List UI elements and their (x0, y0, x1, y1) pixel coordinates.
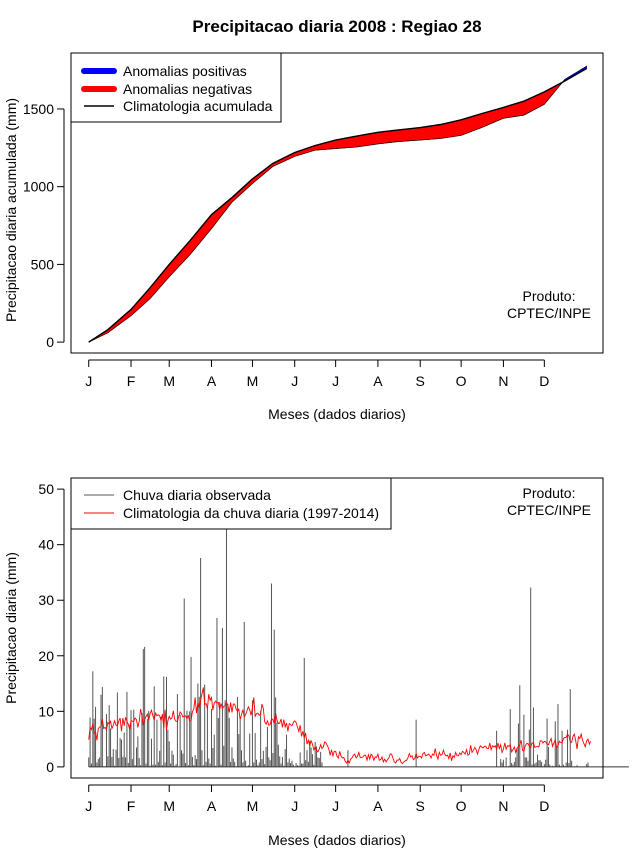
x-tick-label: A (207, 373, 217, 389)
daily-data-layer (88, 524, 629, 768)
x-tick-label: J (85, 373, 92, 389)
x-tick-label: A (207, 798, 217, 814)
x-tick-label: M (247, 373, 259, 389)
panel-accumulated: J F M A M J J A S O N D 0 500 1000 1500 Meses (dados di… (3, 52, 604, 422)
x-axis-label-accumulated: Meses (dados diarios) (268, 406, 406, 422)
panel-daily: J F M A M J J A S O N D 0 10 20 30 40 50 Meses (dados dia… (3, 477, 629, 848)
x-tick-label: O (456, 798, 467, 814)
x-tick-label: J (291, 798, 298, 814)
daily-climatology-line (88, 687, 592, 765)
x-tick-label: N (498, 798, 508, 814)
observed-accumulated-line (88, 65, 587, 343)
x-tick-label: A (373, 373, 383, 389)
legend-label-observed: Chuva diaria observada (123, 487, 271, 503)
y-tick-label: 0 (46, 334, 54, 350)
legend-label-climatology: Climatologia acumulada (123, 98, 273, 114)
x-tick-label: D (539, 798, 549, 814)
y-tick-label: 0 (46, 759, 54, 775)
credit-label-accumulated: Produto: (523, 288, 576, 304)
chart-title: Precipitacao diaria 2008 : Regiao 28 (192, 17, 481, 36)
legend-label-positive: Anomalias positivas (123, 63, 247, 79)
y-tick-label: 50 (38, 481, 54, 497)
x-tick-label: O (456, 373, 467, 389)
y-axis-label-daily: Precipitacao diaria (mm) (3, 552, 19, 704)
x-tick-label: S (416, 373, 425, 389)
x-tick-label: S (416, 798, 425, 814)
legend-box-daily (70, 477, 392, 530)
y-tick-label: 500 (31, 256, 55, 272)
credit-source-daily: CPTEC/INPE (507, 502, 591, 518)
x-axis-label-daily: Meses (dados diarios) (268, 832, 406, 848)
x-tick-label: M (247, 798, 259, 814)
x-tick-label: A (373, 798, 383, 814)
credit-source-accumulated: CPTEC/INPE (507, 305, 591, 321)
x-tick-label: J (332, 373, 339, 389)
legend-label-daily-climatology: Climatologia da chuva diaria (1997-2014) (123, 505, 379, 521)
climatology-accumulated-line (88, 67, 587, 343)
legend-label-negative: Anomalias negativas (123, 81, 252, 97)
y-tick-label: 1500 (23, 101, 54, 117)
y-tick-label: 40 (38, 537, 54, 553)
x-tick-label: J (291, 373, 298, 389)
plot-frame-accumulated (70, 52, 604, 354)
x-tick-label: M (163, 798, 175, 814)
y-tick-label: 1000 (23, 179, 54, 195)
y-tick-label: 10 (38, 703, 54, 719)
accumulated-data-layer (88, 65, 587, 343)
accumulated-axes: J F M A M J J A S O N D 0 500 1000 1500 (23, 101, 550, 389)
daily-axes: J F M A M J J A S O N D 0 10 20 30 40 50 (38, 481, 549, 814)
credit-label-daily: Produto: (523, 485, 576, 501)
y-tick-label: 30 (38, 592, 54, 608)
legend-daily: Chuva diaria observada Climatologia da c… (70, 477, 392, 530)
legend-accumulated: Anomalias positivas Anomalias negativas … (70, 52, 282, 123)
x-tick-label: J (332, 798, 339, 814)
x-tick-label: N (498, 373, 508, 389)
x-tick-label: J (85, 798, 92, 814)
x-tick-label: F (127, 373, 136, 389)
y-axis-label-accumulated: Precipitacao diaria acumulada (mm) (3, 98, 19, 322)
x-tick-label: D (539, 373, 549, 389)
y-tick-label: 20 (38, 648, 54, 664)
x-tick-label: M (163, 373, 175, 389)
x-tick-label: F (127, 798, 136, 814)
